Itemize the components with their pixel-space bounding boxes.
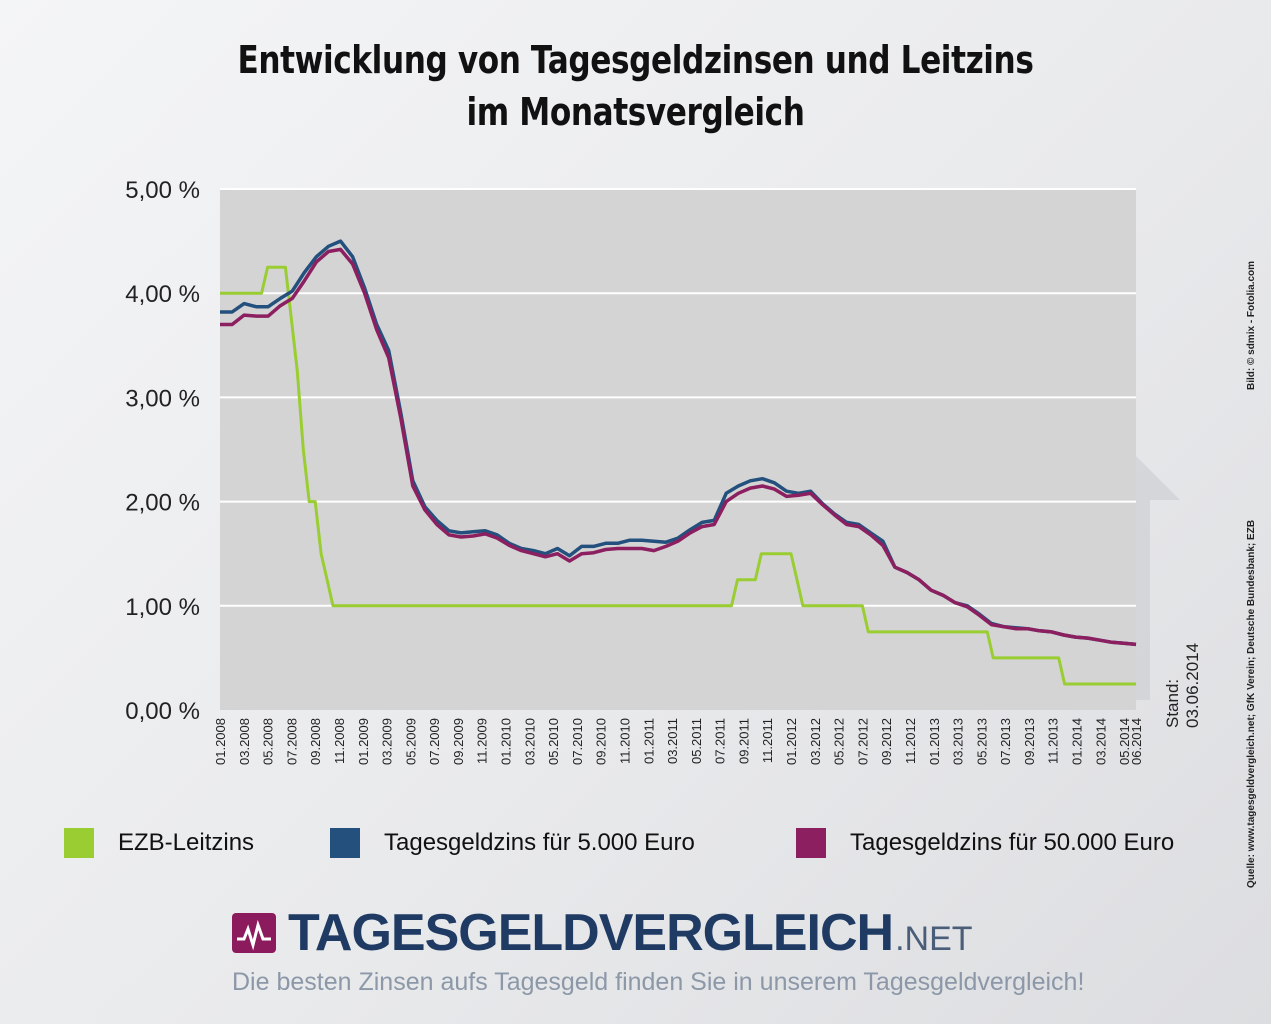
legend-swatch-50000 [796, 828, 826, 858]
x-tick-label: 09.2009 [451, 718, 466, 765]
legend-label-50000: Tagesgeldzins für 50.000 Euro [850, 829, 1175, 856]
x-tick-label: 09.2013 [1022, 718, 1037, 765]
legend-label-ezb: EZB-Leitzins [118, 829, 255, 856]
x-tick-label: 03.2010 [522, 718, 537, 765]
tagline: Die besten Zinsen aufs Tagesgeld finden … [232, 968, 1085, 996]
x-tick-label: 11.2013 [1046, 718, 1061, 764]
x-tick-label: 11.2010 [617, 718, 632, 764]
x-tick-label: 03.2008 [237, 718, 252, 765]
legend-item-5000: Tagesgeldzins für 5.000 Euro [330, 828, 695, 858]
x-tick-label: 03.2011 [665, 718, 680, 764]
x-tick-label: 07.2013 [998, 718, 1013, 765]
y-tick-label: 5,00 % [125, 177, 200, 204]
x-tick-label: 07.2011 [713, 718, 728, 764]
x-tick-label: 03.2012 [808, 718, 823, 765]
x-tick-label: 05.2008 [261, 718, 276, 765]
x-tick-label: 03.2014 [1093, 718, 1108, 765]
legend-item-ezb: EZB-Leitzins [64, 828, 254, 858]
x-tick-label: 01.2012 [784, 718, 799, 765]
x-tick-label: 07.2008 [284, 718, 299, 765]
image-credit: Bild: © sdmix - Fotolia.com [1246, 260, 1257, 390]
x-tick-label: 01.2009 [356, 718, 371, 765]
x-tick-label: 06.2014 [1129, 718, 1144, 765]
legend-item-50000: Tagesgeldzins für 50.000 Euro [796, 828, 1174, 858]
series-lines [220, 239, 1137, 686]
chart-title-line-2: im Monatsvergleich [466, 90, 805, 134]
x-tick-label: 09.2012 [879, 718, 894, 765]
x-tick-label: 03.2009 [380, 718, 395, 765]
x-tick-label: 01.2014 [1070, 718, 1085, 765]
plot-area [220, 189, 1136, 710]
x-tick-label: 07.2012 [855, 718, 870, 765]
x-tick-label: 05.2011 [689, 718, 704, 764]
x-tick-label: 11.2012 [903, 718, 918, 764]
x-tick-label: 03.2013 [951, 718, 966, 765]
chart-title-line-1: Entwicklung von Tagesgeldzinsen und Leit… [237, 38, 1034, 82]
y-axis-labels: 0,00 % 1,00 % 2,00 % 3,00 % 4,00 % 5,00 % [125, 177, 200, 725]
chart-pulse-icon [232, 913, 276, 953]
logo-extension: .NET [895, 920, 973, 958]
x-tick-label: 11.2011 [760, 718, 775, 763]
y-tick-label: 3,00 % [125, 385, 200, 412]
x-tick-label: 05.2014 [1117, 718, 1132, 765]
brand-logo: TAGESGELDVERGLEICH .NET [232, 905, 973, 961]
series-line-ezb [220, 265, 1136, 686]
legend-swatch-ezb [64, 828, 94, 858]
x-tick-label: 05.2010 [546, 718, 561, 765]
x-tick-label: 01.2008 [213, 718, 228, 765]
logo-text: TAGESGELDVERGLEICH [288, 904, 894, 962]
x-tick-label: 09.2011 [736, 718, 751, 764]
legend-label-5000: Tagesgeldzins für 5.000 Euro [384, 829, 695, 856]
series-line-50000 [220, 247, 1137, 647]
x-tick-label: 01.2011 [641, 718, 656, 764]
legend-swatch-5000 [330, 828, 360, 858]
x-tick-label: 01.2010 [499, 718, 514, 765]
x-tick-label: 05.2013 [974, 718, 989, 765]
x-tick-label: 11.2008 [332, 718, 347, 764]
x-tick-label: 05.2012 [832, 718, 847, 765]
y-tick-label: 0,00 % [125, 698, 200, 725]
x-tick-label: 11.2009 [475, 718, 490, 764]
x-tick-label: 09.2008 [308, 718, 323, 765]
y-tick-label: 2,00 % [125, 490, 200, 517]
x-tick-label: 07.2009 [427, 718, 442, 765]
stand-date: Stand: 03.06.2014 [1163, 642, 1202, 728]
x-tick-label: 09.2010 [594, 718, 609, 765]
y-tick-label: 1,00 % [125, 594, 200, 621]
x-axis-labels: 01.2008 03.2008 05.2008 07.2008 09.2008 11.20… [213, 718, 1144, 765]
x-tick-label: 01.2013 [927, 718, 942, 765]
y-tick-label: 4,00 % [125, 281, 200, 308]
x-tick-label: 07.2010 [570, 718, 585, 765]
x-tick-label: 05.2009 [403, 718, 418, 765]
source-credit: Quelle: www.tagesgeldvergleich.net; GfK … [1246, 519, 1257, 888]
